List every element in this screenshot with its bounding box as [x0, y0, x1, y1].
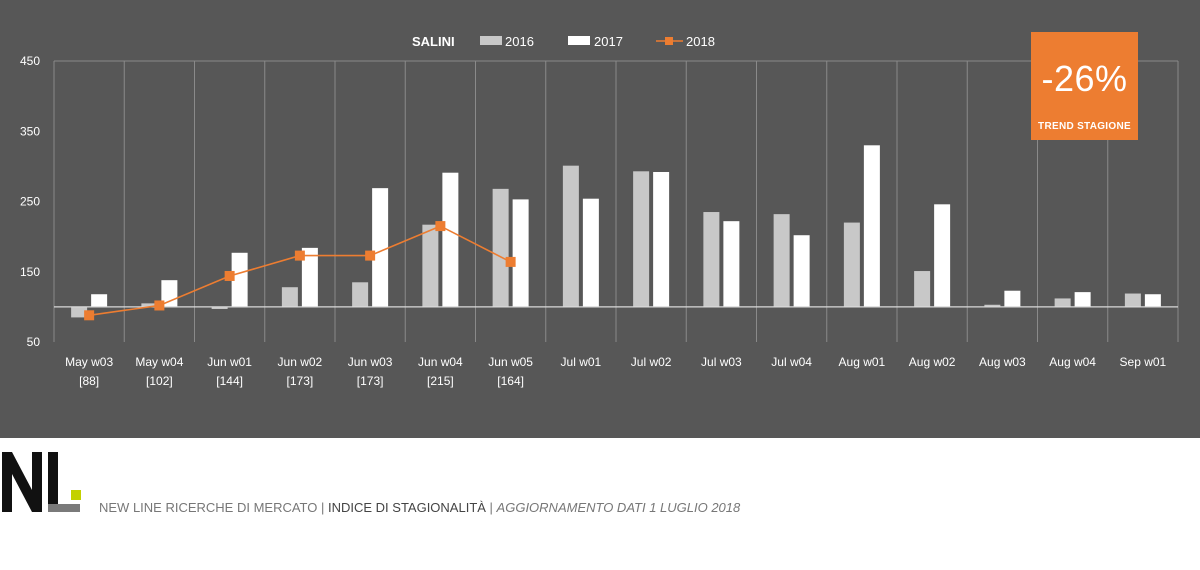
footer-sep-2: |: [485, 500, 497, 515]
bar-2017-aug-w01: [863, 145, 880, 307]
marker-2018-5: [435, 221, 446, 232]
trend-value: -26%: [1041, 58, 1128, 99]
bar-2016-aug-w04: [1054, 298, 1071, 307]
x-tick-label: Jul w02: [631, 355, 672, 369]
x-tick-label: Jun w05: [488, 355, 533, 369]
footer-text: NEW LINE RICERCHE DI MERCATO | INDICE DI…: [99, 500, 740, 515]
legend-label-2017: 2017: [594, 34, 623, 49]
x-tick-label: Jun w03: [348, 355, 393, 369]
bar-2016-jun-w02: [281, 287, 298, 307]
x-tick-label: Jul w04: [771, 355, 812, 369]
x-tick-label: Jun w01: [207, 355, 252, 369]
bar-2016-jun-w05: [492, 188, 509, 307]
legend-marker-2018: [665, 37, 673, 45]
x-tick-label: May w04: [135, 355, 183, 369]
y-tick-label: 350: [20, 124, 40, 138]
legend-label-2018: 2018: [686, 34, 715, 49]
logo-letter-l-stem: [48, 452, 58, 512]
x-tick-label: Sep w01: [1120, 355, 1167, 369]
y-tick-label: 450: [20, 54, 40, 68]
bar-2017-jul-w01: [582, 198, 599, 307]
bar-2017-sep-w01: [1144, 294, 1161, 307]
bar-2016-jun-w03: [352, 282, 369, 307]
legend-swatch-2016: [480, 36, 502, 45]
bar-2017-aug-w03: [1004, 290, 1021, 307]
bar-2016-aug-w01: [843, 222, 860, 307]
bar-2016-aug-w02: [914, 271, 931, 307]
bar-2016-jun-w04: [422, 224, 439, 307]
footer: NEW LINE RICERCHE DI MERCATO | INDICE DI…: [0, 438, 1200, 570]
legend-label-2016: 2016: [505, 34, 534, 49]
marker-2018-0: [84, 310, 95, 321]
chart-svg: 50 150 250 350 450 May w03 [88] May w04 [102] Jun…: [20, 34, 1179, 388]
x-tick-sublabel: [164]: [497, 374, 524, 388]
x-tick-label: Jun w04: [418, 355, 463, 369]
x-tick-label: Aug w04: [1049, 355, 1096, 369]
bar-2017-jul-w04: [793, 235, 810, 307]
bar-2017-jul-w02: [653, 171, 670, 307]
x-tick-sublabel: [215]: [427, 374, 454, 388]
x-tick-label: Jul w01: [561, 355, 602, 369]
x-tick-sublabel: [144]: [216, 374, 243, 388]
bar-2016-aug-w03: [984, 304, 1001, 307]
bar-2016-may-w04: [141, 303, 158, 307]
x-tick-sublabel: [102]: [146, 374, 173, 388]
footer-index: INDICE DI STAGIONALITÀ: [327, 500, 486, 515]
marker-2018-4: [365, 250, 376, 261]
x-tick-label: Aug w03: [979, 355, 1026, 369]
bar-2016-may-w03: [71, 306, 88, 318]
bar-2017-jun-w03: [372, 188, 389, 307]
bar-2016-jul-w03: [703, 212, 720, 307]
chart-area: 50 150 250 350 450 May w03 [88] May w04 [102] Jun…: [0, 0, 1200, 438]
bar-2016-jul-w04: [773, 214, 790, 307]
chart-title: SALINI: [412, 34, 455, 49]
logo-letter-l-foot: [48, 504, 80, 512]
bar-2017-jun-w05: [512, 199, 529, 307]
bar-2016-sep-w01: [1124, 293, 1141, 307]
x-tick-label: Aug w02: [909, 355, 956, 369]
marker-2018-2: [224, 270, 235, 281]
footer-update: AGGIORNAMENTO DATI 1 LUGLIO 2018: [496, 500, 741, 515]
trend-label: TREND STAGIONE: [1038, 121, 1131, 132]
trend-badge: -26% TREND STAGIONE: [1031, 32, 1138, 140]
x-tick-sublabel: [88]: [79, 374, 99, 388]
marker-2018-6: [505, 256, 516, 267]
bar-2017-may-w03: [91, 294, 108, 307]
bar-2016-jul-w02: [633, 171, 650, 307]
bar-2017-jun-w02: [301, 247, 318, 307]
bar-2017-aug-w02: [934, 204, 951, 307]
bar-2017-jun-w04: [442, 172, 459, 307]
y-tick-label: 50: [27, 335, 41, 349]
bar-2017-jun-w01: [231, 252, 248, 307]
y-tick-label: 250: [20, 195, 40, 209]
x-tick-sublabel: [173]: [287, 374, 314, 388]
x-tick-label: Jul w03: [701, 355, 742, 369]
logo-accent-square: [71, 490, 81, 500]
legend-swatch-2017: [568, 36, 590, 45]
bar-2016-jun-w01: [211, 306, 228, 309]
x-tick-label: Jun w02: [278, 355, 323, 369]
nl-logo: [2, 452, 81, 512]
x-tick-label: May w03: [65, 355, 113, 369]
x-tick-sublabel: [173]: [357, 374, 384, 388]
footer-company: NEW LINE RICERCHE DI MERCATO: [99, 500, 318, 515]
bar-2017-jul-w03: [723, 221, 740, 307]
marker-2018-3: [294, 250, 305, 261]
bar-2017-aug-w04: [1074, 292, 1091, 307]
bar-2016-jul-w01: [562, 165, 579, 307]
logo-letter-n: [2, 452, 42, 512]
marker-2018-1: [154, 300, 165, 311]
y-tick-label: 150: [20, 265, 40, 279]
x-tick-label: Aug w01: [839, 355, 886, 369]
footer-sep-1: |: [317, 500, 328, 515]
